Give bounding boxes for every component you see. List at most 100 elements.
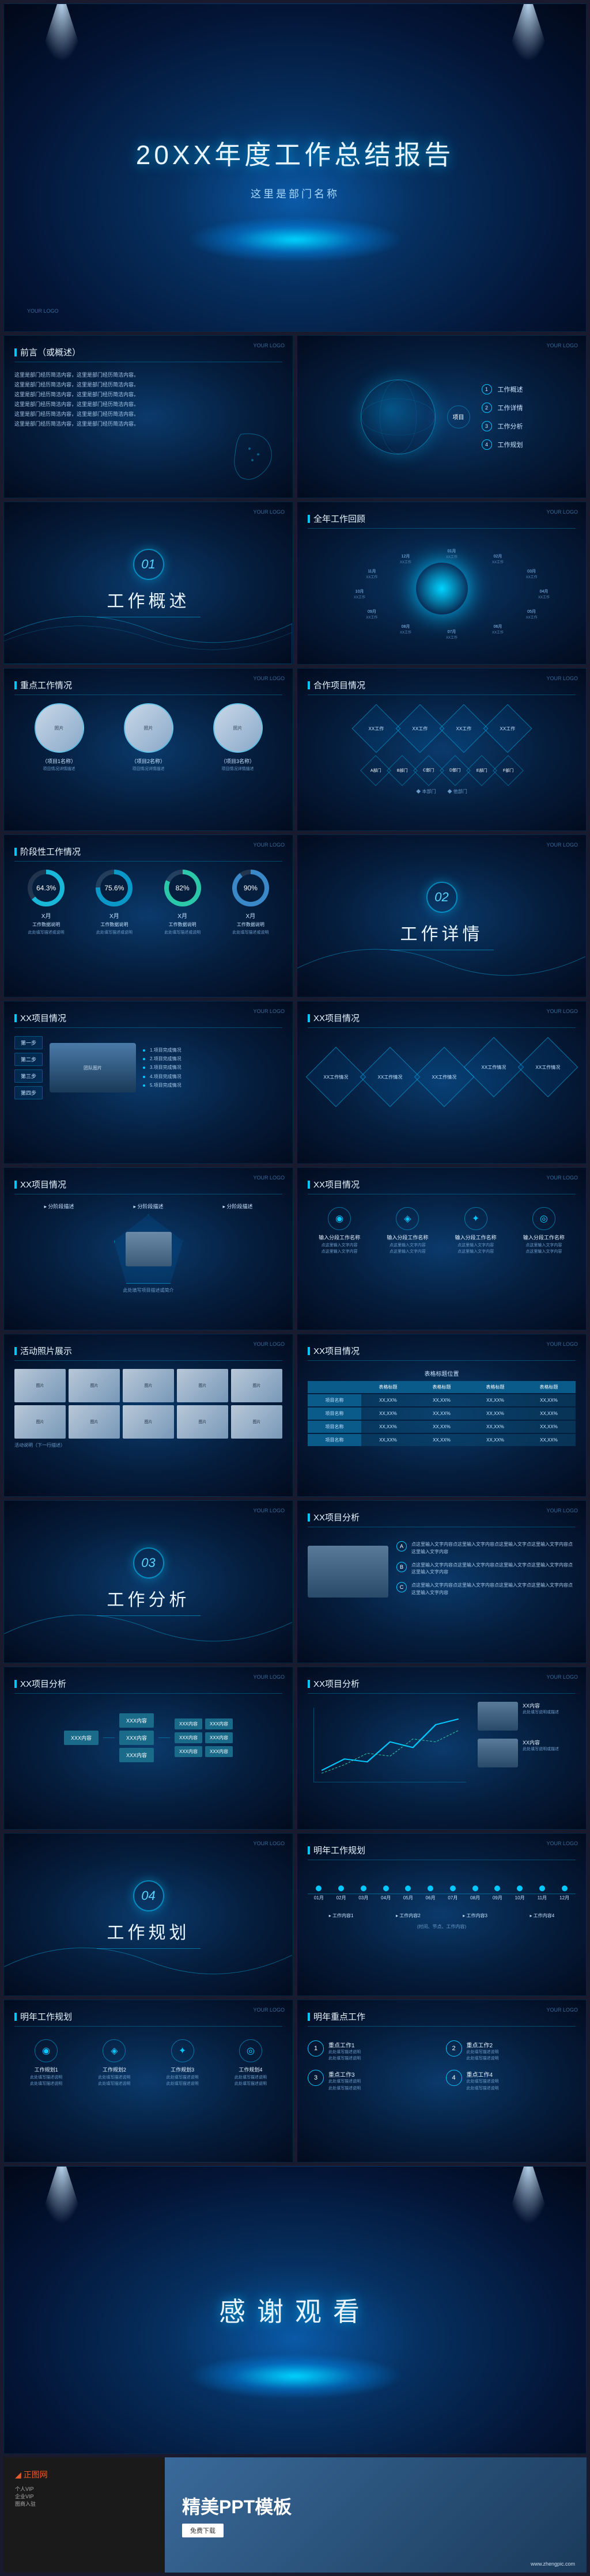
diamond-node: XX工作 bbox=[483, 704, 532, 753]
slide-title: 活动照片展示 bbox=[14, 1345, 282, 1361]
step-box: 第三步 bbox=[14, 1069, 43, 1083]
timeline-node: 03月 bbox=[353, 1885, 375, 1901]
icon-column: ◎输入分段工作名称点这里输入文字内容点这里输入文字内容 bbox=[512, 1207, 576, 1255]
slide-proj-2: YOUR LOGO XX项目情况 XX工作情况XX工作情况XX工作情况 XX工作… bbox=[297, 1001, 587, 1164]
toc-item: 1工作概述 bbox=[482, 384, 523, 394]
section-number: 02 bbox=[426, 882, 457, 913]
slide-section-2: YOUR LOGO 02 工作详情 bbox=[297, 834, 587, 997]
slide-section-4: YOUR LOGO 04 工作规划 bbox=[3, 1833, 293, 1996]
plan-icon-col: ◎工作规划4此处填写描述说明此处填写描述说明 bbox=[219, 2039, 282, 2087]
plan-icon-col: ✦工作规划3此处填写描述说明此处填写描述说明 bbox=[151, 2039, 214, 2087]
slide-analysis-1: YOUR LOGO XX项目分析 A点这里输入文字内容点这里输入文字内容点这里输… bbox=[297, 1500, 587, 1663]
slide-title: 明年工作规划 bbox=[308, 1844, 576, 1860]
slide-title: 全年工作回顾 bbox=[308, 513, 576, 529]
slide-year-review: YOUR LOGO 全年工作回顾 01月XX工作02月XX工作03月XX工作04… bbox=[297, 502, 587, 665]
slide-title: XX项目情况 bbox=[14, 1012, 282, 1028]
toc-item: 2工作详情 bbox=[482, 403, 523, 413]
slide-title: 明年工作规划 bbox=[14, 2010, 282, 2027]
timeline-node: 01月 bbox=[308, 1885, 330, 1901]
slide-cover: 20XX年度工作总结报告 这里是部门名称 YOUR LOGO bbox=[3, 3, 587, 332]
timeline-node: 12月 bbox=[553, 1885, 576, 1901]
timeline-node: 04月 bbox=[375, 1885, 397, 1901]
org-leaf: XXX内容 bbox=[175, 1732, 202, 1743]
slide-analysis-2: YOUR LOGO XX项目分析 XX内容此处填写说明或描述XX内容此处填写说明… bbox=[297, 1667, 587, 1830]
slide-orgchart: YOUR LOGO XX项目分析 XXX内容 XXX内容XXX内容XXX内容 X… bbox=[3, 1667, 293, 1830]
slide-section-3: YOUR LOGO 03 工作分析 bbox=[3, 1500, 293, 1663]
step-box: 第四步 bbox=[14, 1086, 43, 1099]
timeline-node: 06月 bbox=[419, 1885, 442, 1901]
cover-subtitle: 这里是部门名称 bbox=[251, 186, 339, 201]
section-number: 01 bbox=[133, 549, 164, 580]
album-image: 图片 bbox=[177, 1369, 228, 1402]
slide-proj-1: YOUR LOGO XX项目情况 第一步第二步第三步第四步 团队图片 1.项目完… bbox=[3, 1001, 293, 1164]
slide-thanks: 感谢观看 bbox=[3, 2166, 587, 2454]
slide-title: XX项目分析 bbox=[308, 1678, 576, 1694]
slide-plan-timeline: YOUR LOGO 明年工作规划 01月02月03月04月05月06月07月08… bbox=[297, 1833, 587, 1996]
toc-center: 项目 bbox=[447, 405, 470, 428]
cover-title: 20XX年度工作总结报告 bbox=[136, 134, 455, 172]
org-leaf: XXX内容 bbox=[205, 1746, 233, 1757]
timeline-node: 11月 bbox=[531, 1885, 554, 1901]
slide-title: 明年重点工作 bbox=[308, 2010, 576, 2027]
step-box: 第一步 bbox=[14, 1036, 43, 1049]
section-number: 04 bbox=[133, 1880, 164, 1911]
preface-body: 这里是部门经历简洁内容，这里是部门经历简洁内容。这里是部门经历简洁内容，这里是部… bbox=[14, 370, 282, 430]
download-button[interactable]: 免费下载 bbox=[182, 2524, 224, 2537]
slide-plan-key: YOUR LOGO 明年重点工作 1重点工作1此处填写描述说明此处填写描述说明2… bbox=[297, 2000, 587, 2163]
slide-title: XX项目分析 bbox=[308, 1511, 576, 1527]
album-image: 图片 bbox=[69, 1405, 120, 1439]
slide-proj-3: YOUR LOGO XX项目情况 ▸ 分阶段描述▸ 分阶段描述▸ 分阶段描述 此… bbox=[3, 1167, 293, 1330]
banner-title: 精美PPT模板 bbox=[182, 2492, 292, 2519]
slide-title: XX项目情况 bbox=[308, 1012, 576, 1028]
photo-item: 照片（项目3名称）项目情况详情描述 bbox=[213, 703, 263, 772]
icon-column: ✦输入分段工作名称点这里输入文字内容点这里输入文字内容 bbox=[444, 1207, 508, 1255]
brand-logo: ◢ 正图网 bbox=[15, 2469, 153, 2480]
key-work-item: 3重点工作3此处填写描述说明此处填写描述说明 bbox=[308, 2070, 438, 2091]
slide-stage-work: YOUR LOGO 阶段性工作情况 64.3%X月工作数据说明此处填写描述或说明… bbox=[3, 834, 293, 997]
timeline-node: 02月 bbox=[330, 1885, 353, 1901]
banner-link[interactable]: 个人VIP bbox=[15, 2485, 153, 2492]
slide-title: XX项目情况 bbox=[14, 1178, 282, 1194]
slide-title: 重点工作情况 bbox=[14, 679, 282, 695]
step-box: 第二步 bbox=[14, 1053, 43, 1066]
slide-title: 阶段性工作情况 bbox=[14, 845, 282, 862]
key-work-item: 2重点工作2此处填写描述说明此处填写描述说明 bbox=[446, 2040, 576, 2062]
banner-link[interactable]: 图商入驻 bbox=[15, 2500, 153, 2507]
slide-key-work: YOUR LOGO 重点工作情况 照片（项目1名称）项目情况详情描述照片（项目2… bbox=[3, 668, 293, 831]
promo-banner: ◢ 正图网 个人VIP企业VIP图商入驻 精美PPT模板 免费下载 www.zh… bbox=[3, 2457, 587, 2573]
org-leaf: XXX内容 bbox=[175, 1718, 202, 1729]
donut-chart: 90%X月工作数据说明此处填写描述或说明 bbox=[219, 870, 282, 935]
slide-plan-icons: YOUR LOGO 明年工作规划 ◉工作规划1此处填写描述说明此处填写描述说明◈… bbox=[3, 2000, 293, 2163]
logo-text: YOUR LOGO bbox=[253, 343, 285, 348]
album-image: 图片 bbox=[69, 1369, 120, 1402]
slide-preface: YOUR LOGO 前言（或概述） 这里是部门经历简洁内容，这里是部门经历简洁内… bbox=[3, 335, 293, 498]
slide-proj-4: YOUR LOGO XX项目情况 ◉输入分段工作名称点这里输入文字内容点这里输入… bbox=[297, 1167, 587, 1330]
banner-link[interactable]: 企业VIP bbox=[15, 2492, 153, 2500]
donut-chart: 75.6%X月工作数据说明此处填写描述或说明 bbox=[82, 870, 146, 935]
photo-item: 照片（项目1名称）项目情况详情描述 bbox=[35, 703, 84, 772]
timeline-node: 10月 bbox=[509, 1885, 531, 1901]
logo-text: YOUR LOGO bbox=[546, 343, 578, 348]
donut-chart: 82%X月工作数据说明此处填写描述或说明 bbox=[151, 870, 214, 935]
data-table: 表格标题表格标题表格标题表格标题项目名称XX,XX%XX,XX%XX,XX%XX… bbox=[308, 1381, 576, 1446]
org-node: XXX内容 bbox=[119, 1713, 154, 1728]
timeline-node: 09月 bbox=[486, 1885, 509, 1901]
project-image: 团队图片 bbox=[50, 1043, 136, 1092]
album-image: 图片 bbox=[14, 1405, 66, 1439]
pentagon-graphic bbox=[114, 1215, 183, 1284]
album-image: 图片 bbox=[231, 1405, 282, 1439]
slide-title: 前言（或概述） bbox=[14, 346, 282, 362]
plan-icon-col: ◈工作规划2此处填写描述说明此处填写描述说明 bbox=[82, 2039, 146, 2087]
org-leaf: XXX内容 bbox=[175, 1746, 202, 1757]
album-image: 图片 bbox=[123, 1405, 174, 1439]
diamond-node: XX工作 bbox=[439, 704, 488, 753]
toc-item: 3工作分析 bbox=[482, 421, 523, 431]
timeline-node: 07月 bbox=[442, 1885, 464, 1901]
timeline-node: 05月 bbox=[397, 1885, 419, 1901]
diamond-node: XX工作 bbox=[395, 704, 444, 753]
org-node: XXX内容 bbox=[119, 1748, 154, 1762]
photo-item: 照片（项目2名称）项目情况详情描述 bbox=[124, 703, 173, 772]
album-image: 图片 bbox=[231, 1369, 282, 1402]
slide-table: YOUR LOGO XX项目情况 表格标题位置 表格标题表格标题表格标题表格标题… bbox=[297, 1334, 587, 1497]
donut-chart: 64.3%X月工作数据说明此处填写描述或说明 bbox=[14, 870, 78, 935]
